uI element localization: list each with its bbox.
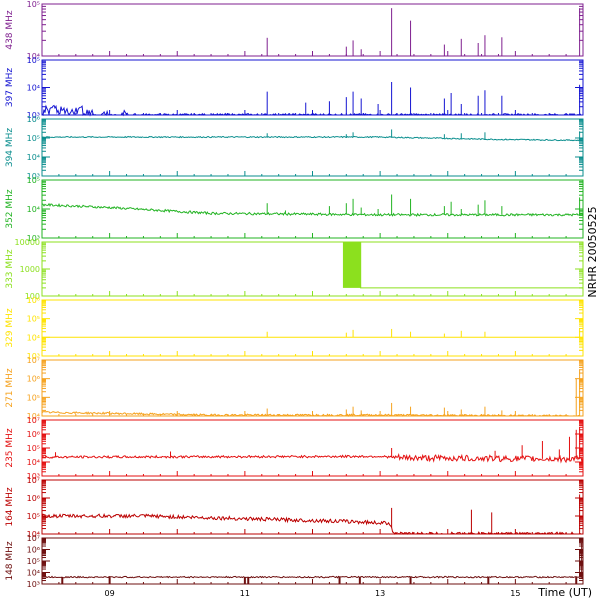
y-tick-label: 10³ xyxy=(27,172,40,181)
y-tick-label: 10³ xyxy=(27,234,40,243)
x-tick-label: 11 xyxy=(240,589,250,598)
y-tick-label: 10⁵ xyxy=(27,134,40,143)
series-trace xyxy=(41,453,584,464)
series-trace xyxy=(42,241,583,289)
data-band xyxy=(342,242,362,288)
y-tick-label: 10³ xyxy=(27,111,40,120)
y-tick-label: 10⁵ xyxy=(27,176,40,185)
y-tick-label: 10⁴ xyxy=(27,530,40,539)
y-tick-label: 10⁶ xyxy=(27,494,40,503)
y-tick-label: 10⁴ xyxy=(27,52,40,61)
x-tick-label: 09 xyxy=(105,589,115,598)
y-tick-label: 10⁷ xyxy=(27,476,40,485)
panel-329-mhz: 10³ 10⁴ 10⁵ 10⁶ 329 MHz xyxy=(5,296,584,361)
y-tick-label: 10⁴ xyxy=(27,153,40,162)
series-trace xyxy=(41,410,584,417)
y-tick-label: 10⁶ xyxy=(27,430,40,439)
series-trace xyxy=(41,575,584,579)
x-tick-label: 13 xyxy=(375,589,385,598)
y-tick-label: 10⁵ xyxy=(27,444,40,453)
y-tick-label: 10⁴ xyxy=(27,569,40,578)
panel-235-mhz: 10³ 10⁴ 10⁵ 10⁶ 10⁷ 235 MHz xyxy=(5,416,584,481)
y-tick-label: 1000 xyxy=(20,265,40,274)
y-tick-label: 10³ xyxy=(27,580,40,589)
x-axis-label: Time (UT) xyxy=(537,586,592,599)
panel-438-mhz: 10⁴ 10⁵ 438 MHz xyxy=(5,0,584,61)
y-tick-label: 10⁴ xyxy=(27,412,40,421)
panel-name-label: 397 MHz xyxy=(5,68,15,108)
side-title: NRHR 20050525 xyxy=(586,206,599,297)
y-tick-label: 10⁶ xyxy=(27,115,40,124)
y-tick-label: 10⁵ xyxy=(27,0,40,9)
panel-name-label: 271 MHz xyxy=(5,368,15,408)
series-trace xyxy=(41,104,583,117)
y-tick-label: 10⁶ xyxy=(27,375,40,384)
y-tick-label: 10⁵ xyxy=(27,512,40,521)
panel-name-label: 438 MHz xyxy=(5,10,15,50)
panel-name-label: 235 MHz xyxy=(5,428,15,468)
panel-name-label: 148 MHz xyxy=(5,541,15,581)
panel-name-label: 394 MHz xyxy=(5,128,15,168)
y-tick-label: 100 xyxy=(25,292,40,301)
y-tick-label: 10³ xyxy=(27,472,40,481)
y-tick-label: 10⁷ xyxy=(27,534,40,543)
y-tick-label: 10⁴ xyxy=(27,205,40,214)
panel-394-mhz: 10³ 10⁴ 10⁵ 10⁶ 394 MHz xyxy=(5,115,584,181)
y-tick-label: 10⁵ xyxy=(27,315,40,324)
y-tick-label: 10⁶ xyxy=(27,296,40,305)
y-tick-label: 10⁵ xyxy=(27,557,40,566)
y-tick-label: 10⁴ xyxy=(27,84,40,93)
panel-name-label: 352 MHz xyxy=(5,189,15,229)
y-tick-label: 10³ xyxy=(27,352,40,361)
panel-name-label: 164 MHz xyxy=(5,487,15,527)
panel-271-mhz: 10⁴ 10⁵ 10⁶ 10⁷ 271 MHz xyxy=(5,356,584,421)
y-tick-label: 10⁷ xyxy=(27,356,40,365)
y-tick-label: 10⁴ xyxy=(27,458,40,467)
series-trace xyxy=(41,135,584,142)
y-tick-label: 10000 xyxy=(15,238,40,247)
panel-name-label: 333 MHz xyxy=(5,249,15,289)
series-trace xyxy=(41,202,584,217)
y-tick-label: 10⁴ xyxy=(27,333,40,342)
y-tick-label: 10⁷ xyxy=(27,416,40,425)
panel-148-mhz: 10³ 10⁴ 10⁵ 10⁶ 10⁷ 148 MHz xyxy=(5,534,584,589)
y-tick-label: 10⁵ xyxy=(27,393,40,402)
series-trace xyxy=(41,512,583,535)
panel-name-label: 329 MHz xyxy=(5,308,15,348)
time-axis: 09 11 13 15 xyxy=(105,589,521,598)
panel-164-mhz: 10⁴ 10⁵ 10⁶ 10⁷ 164 MHz xyxy=(5,476,584,539)
y-tick-label: 10⁶ xyxy=(27,546,40,555)
panel-352-mhz: 10³ 10⁴ 10⁵ 352 MHz xyxy=(5,176,584,243)
panel-397-mhz: 10³ 10⁴ 10⁵ 397 MHz xyxy=(5,56,584,120)
x-tick-label: 15 xyxy=(510,589,520,598)
y-tick-label: 10⁵ xyxy=(27,56,40,65)
